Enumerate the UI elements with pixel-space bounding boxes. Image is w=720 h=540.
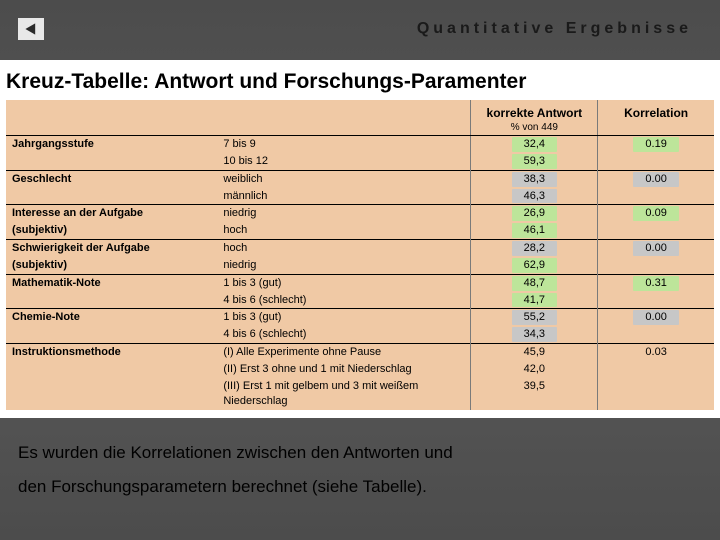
row-desc: hoch (217, 240, 471, 257)
footer-line2: den Forschungsparametern berechnet (sieh… (18, 477, 427, 496)
triangle-left-icon (24, 22, 38, 36)
row-label: Interesse an der Aufgabe (6, 205, 217, 222)
row-desc: 1 bis 3 (gut) (217, 309, 471, 326)
row-label (6, 378, 217, 410)
table-row: (subjektiv)niedrig62,9 (6, 257, 714, 274)
table-row: (subjektiv)hoch46,1 (6, 222, 714, 239)
row-label (6, 292, 217, 309)
row-answer: 45,9 (471, 344, 598, 361)
row-desc: niedrig (217, 257, 471, 274)
page-title: Quantitative Ergebnisse (0, 0, 720, 38)
row-korr (598, 257, 714, 274)
row-korr: 0.00 (598, 240, 714, 257)
row-answer: 32,4 (471, 136, 598, 153)
row-korr: 0.03 (598, 344, 714, 361)
table-row: Schwierigkeit der Aufgabehoch28,20.00 (6, 240, 714, 257)
row-korr (598, 222, 714, 239)
row-answer: 46,1 (471, 222, 598, 239)
row-desc: (III) Erst 1 mit gelbem und 3 mit weißem… (217, 378, 471, 410)
row-answer: 41,7 (471, 292, 598, 309)
table-row: Interesse an der Aufgabeniedrig26,90.09 (6, 205, 714, 222)
table-row: männlich46,3 (6, 188, 714, 205)
row-korr (598, 153, 714, 170)
row-korr: 0.19 (598, 136, 714, 153)
row-korr (598, 326, 714, 343)
row-answer: 26,9 (471, 205, 598, 222)
row-korr: 0.09 (598, 205, 714, 222)
footer-line1: Es wurden die Korrelationen zwischen den… (18, 443, 453, 462)
row-desc: (II) Erst 3 ohne und 1 mit Niederschlag (217, 361, 471, 378)
row-korr (598, 188, 714, 205)
table-row: Mathematik-Note1 bis 3 (gut)48,70.31 (6, 274, 714, 291)
row-korr (598, 361, 714, 378)
row-answer: 62,9 (471, 257, 598, 274)
row-label: Schwierigkeit der Aufgabe (6, 240, 217, 257)
col-korr: Korrelation (598, 100, 714, 122)
row-label: (subjektiv) (6, 222, 217, 239)
row-desc: niedrig (217, 205, 471, 222)
row-desc: 1 bis 3 (gut) (217, 274, 471, 291)
row-answer: 38,3 (471, 170, 598, 187)
row-desc: weiblich (217, 170, 471, 187)
row-desc: 4 bis 6 (schlecht) (217, 326, 471, 343)
row-desc: 4 bis 6 (schlecht) (217, 292, 471, 309)
col-answer-sub: % von 449 (471, 122, 598, 136)
row-answer: 28,2 (471, 240, 598, 257)
row-desc: männlich (217, 188, 471, 205)
row-label: Geschlecht (6, 170, 217, 187)
row-answer: 34,3 (471, 326, 598, 343)
row-desc: hoch (217, 222, 471, 239)
row-label: Jahrgangsstufe (6, 136, 217, 153)
row-answer: 39,5 (471, 378, 598, 410)
row-korr (598, 292, 714, 309)
table-section: Kreuz-Tabelle: Antwort und Forschungs-Pa… (0, 60, 720, 418)
row-answer: 48,7 (471, 274, 598, 291)
row-label: Instruktionsmethode (6, 344, 217, 361)
row-label (6, 188, 217, 205)
table-row: Chemie-Note1 bis 3 (gut)55,20.00 (6, 309, 714, 326)
row-label: (subjektiv) (6, 257, 217, 274)
table-row: 4 bis 6 (schlecht)34,3 (6, 326, 714, 343)
cross-table: korrekte Antwort Korrelation % von 449 J… (6, 100, 714, 410)
row-label (6, 153, 217, 170)
table-row: (III) Erst 1 mit gelbem und 3 mit weißem… (6, 378, 714, 410)
row-desc: (I) Alle Experimente ohne Pause (217, 344, 471, 361)
col-answer: korrekte Antwort (471, 100, 598, 122)
footer-text: Es wurden die Korrelationen zwischen den… (0, 418, 720, 504)
row-desc: 10 bis 12 (217, 153, 471, 170)
row-korr (598, 378, 714, 410)
row-korr: 0.31 (598, 274, 714, 291)
row-answer: 55,2 (471, 309, 598, 326)
table-row: 4 bis 6 (schlecht)41,7 (6, 292, 714, 309)
table-row: 10 bis 1259,3 (6, 153, 714, 170)
row-label: Mathematik-Note (6, 274, 217, 291)
row-answer: 59,3 (471, 153, 598, 170)
row-korr: 0.00 (598, 309, 714, 326)
section-title: Kreuz-Tabelle: Antwort und Forschungs-Pa… (6, 70, 714, 100)
table-row: Jahrgangsstufe7 bis 932,40.19 (6, 136, 714, 153)
row-label (6, 361, 217, 378)
row-desc: 7 bis 9 (217, 136, 471, 153)
table-row: Geschlechtweiblich38,30.00 (6, 170, 714, 187)
back-button[interactable] (18, 18, 44, 40)
row-label (6, 326, 217, 343)
table-row: (II) Erst 3 ohne und 1 mit Niederschlag4… (6, 361, 714, 378)
row-korr: 0.00 (598, 170, 714, 187)
row-label: Chemie-Note (6, 309, 217, 326)
row-answer: 46,3 (471, 188, 598, 205)
row-answer: 42,0 (471, 361, 598, 378)
table-row: Instruktionsmethode(I) Alle Experimente … (6, 344, 714, 361)
